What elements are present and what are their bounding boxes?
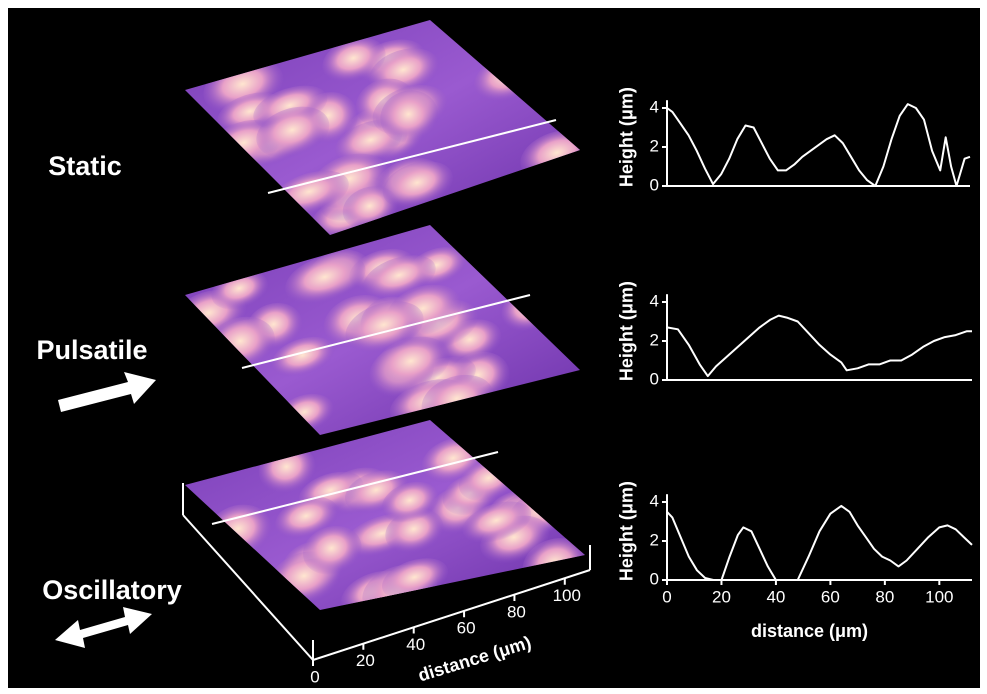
condition-label: Pulsatile xyxy=(36,335,147,365)
x-tick-label: 60 xyxy=(821,587,840,606)
x-tick-label: 100 xyxy=(925,587,953,606)
x-tick-label: 0 xyxy=(310,667,319,686)
x-tick-label: 100 xyxy=(553,586,581,605)
y-tick-label: 4 xyxy=(650,97,659,116)
condition-label: Oscillatory xyxy=(42,575,182,605)
y-tick-label: 2 xyxy=(650,136,659,155)
x-tick-label: 20 xyxy=(356,651,375,670)
x-tick-label: 20 xyxy=(712,587,731,606)
y-tick-label: 0 xyxy=(650,175,659,194)
y-tick-label: 2 xyxy=(650,530,659,549)
x-tick-label: 40 xyxy=(406,635,425,654)
y-axis-title: Height (μm) xyxy=(617,281,637,381)
x-tick-label: 0 xyxy=(662,587,671,606)
y-tick-label: 0 xyxy=(650,369,659,388)
x-tick-label: 80 xyxy=(875,587,894,606)
y-axis-title: Height (μm) xyxy=(617,481,637,581)
x-tick-label: 80 xyxy=(507,602,526,621)
x-tick-label: 60 xyxy=(457,619,476,638)
y-tick-label: 2 xyxy=(650,330,659,349)
condition-label: Static xyxy=(48,151,122,181)
y-axis-title: Height (μm) xyxy=(617,87,637,187)
y-tick-label: 4 xyxy=(650,491,659,510)
page: Static Pulsatile Oscillatory 02040608010… xyxy=(0,0,987,694)
x-axis-title: distance (μm) xyxy=(751,621,868,641)
x-tick-label: 40 xyxy=(766,587,785,606)
figure: Static Pulsatile Oscillatory 02040608010… xyxy=(0,0,987,694)
y-tick-label: 4 xyxy=(650,291,659,310)
y-tick-label: 0 xyxy=(650,569,659,588)
